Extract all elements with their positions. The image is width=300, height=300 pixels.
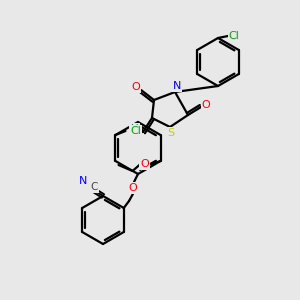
Text: N: N <box>79 176 87 186</box>
Text: N: N <box>173 81 181 91</box>
Text: Cl: Cl <box>229 31 239 41</box>
Text: C: C <box>90 182 98 192</box>
Text: O: O <box>132 82 140 92</box>
Text: O: O <box>202 100 210 110</box>
Text: O: O <box>129 183 137 193</box>
Text: Cl: Cl <box>130 126 141 136</box>
Text: H: H <box>131 124 139 134</box>
Text: O: O <box>140 159 149 169</box>
Text: S: S <box>167 128 175 138</box>
